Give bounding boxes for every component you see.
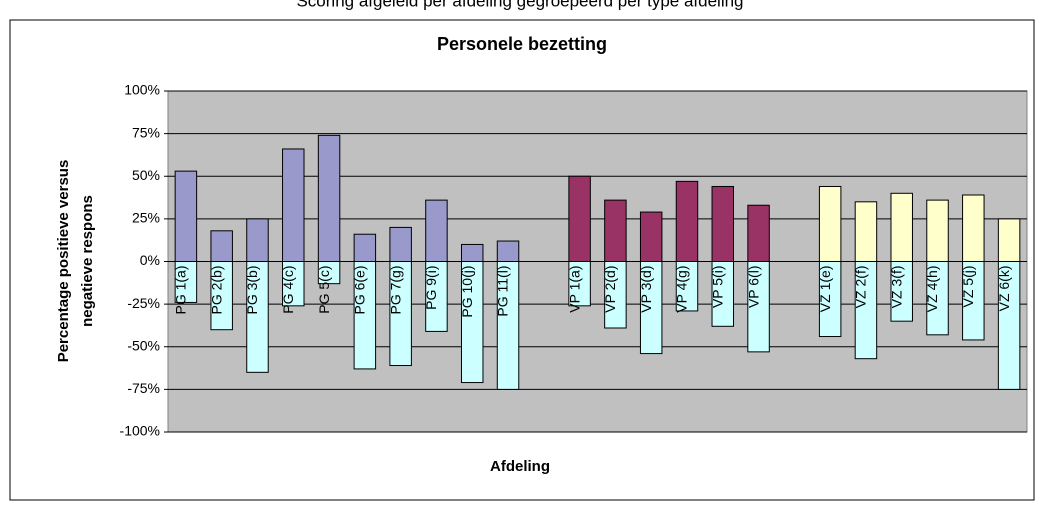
bar: [496, 261, 520, 390]
bar: [353, 233, 377, 263]
bar: [818, 185, 842, 262]
bar: [639, 261, 663, 355]
bar: [604, 261, 627, 329]
y-tick-label: -25%: [127, 295, 160, 311]
y-tick-label: -50%: [127, 337, 160, 353]
bar: [639, 211, 663, 262]
bar: [353, 261, 377, 370]
bar: [854, 261, 878, 360]
x-tick-label: PG 7(g): [387, 266, 403, 315]
bar: [246, 218, 269, 262]
bar: [711, 185, 735, 262]
x-tick-label: VP 6(l): [745, 266, 761, 309]
x-tick-label: VZ 5(j): [960, 266, 976, 308]
y-axis-label: negatieve respons: [79, 195, 96, 327]
bar: [997, 261, 1021, 390]
bar: [962, 261, 985, 341]
x-tick-label: VZ 3(f): [888, 266, 904, 309]
y-tick-label: -100%: [120, 423, 160, 439]
x-tick-label: PG 4(c): [280, 266, 296, 314]
bar: [890, 261, 913, 322]
bar: [568, 261, 591, 307]
x-tick-label: VP 2(d): [602, 266, 618, 313]
x-tick-label: PG 1(a): [173, 266, 189, 315]
bar: [389, 261, 412, 367]
x-tick-label: PG 11(l): [495, 266, 511, 317]
bar: [926, 199, 949, 262]
x-axis-label: Afdeling: [490, 458, 550, 475]
y-tick-label: 100%: [124, 82, 160, 98]
bar: [246, 261, 269, 373]
bar: [854, 201, 878, 262]
y-tick-label: 75%: [132, 124, 160, 140]
bar: [317, 261, 341, 285]
bar: [282, 261, 305, 307]
x-tick-label: VZ 4(h): [924, 266, 940, 313]
bar: [711, 261, 735, 327]
x-tick-label: PG 5(c): [316, 266, 332, 314]
bar: [282, 148, 305, 262]
caption: Scoring afgeleid per afdeling gegroepeer…: [296, 0, 743, 10]
x-tick-label: PG 6(e): [352, 266, 368, 315]
x-tick-label: PG 3(b): [244, 266, 260, 315]
bar: [747, 261, 770, 353]
bar: [174, 261, 198, 303]
y-tick-label: 25%: [132, 210, 160, 226]
y-axis-label: Percentage positieve versus: [55, 160, 72, 363]
bar: [460, 243, 484, 262]
bar: [425, 261, 448, 332]
bar: [926, 261, 949, 336]
y-tick-label: 0%: [140, 252, 160, 268]
x-tick-label: VZ 2(f): [853, 266, 869, 309]
bar: [389, 226, 412, 262]
bar: [962, 194, 985, 263]
bar: [604, 199, 627, 262]
bar: [425, 199, 448, 262]
x-tick-label: PG 9(i): [423, 266, 439, 310]
bar: [210, 261, 233, 331]
bar: [210, 230, 233, 262]
bar: [174, 170, 198, 262]
x-tick-label: VP 3(d): [638, 266, 654, 313]
x-tick-label: PG 10(j): [459, 266, 475, 318]
x-tick-label: VZ 6(k): [996, 266, 1012, 312]
x-tick-label: VZ 1(e): [817, 266, 833, 313]
y-tick-label: 50%: [132, 167, 160, 183]
bar: [997, 218, 1021, 262]
x-tick-label: VP 1(a): [566, 266, 582, 313]
bar: [460, 261, 484, 384]
x-tick-label: VP 4(g): [674, 266, 690, 313]
x-tick-label: VP 5(i): [709, 266, 725, 309]
bar: [496, 240, 520, 262]
bar: [317, 134, 341, 262]
bar: [818, 261, 842, 338]
bar: [890, 192, 913, 262]
bar: [675, 261, 699, 312]
bar: [747, 204, 770, 262]
bar: [675, 180, 699, 263]
bar: [568, 175, 591, 262]
x-tick-label: PG 2(b): [208, 266, 224, 315]
y-tick-label: -75%: [127, 380, 160, 396]
chart-title: Personele bezetting: [437, 34, 607, 54]
